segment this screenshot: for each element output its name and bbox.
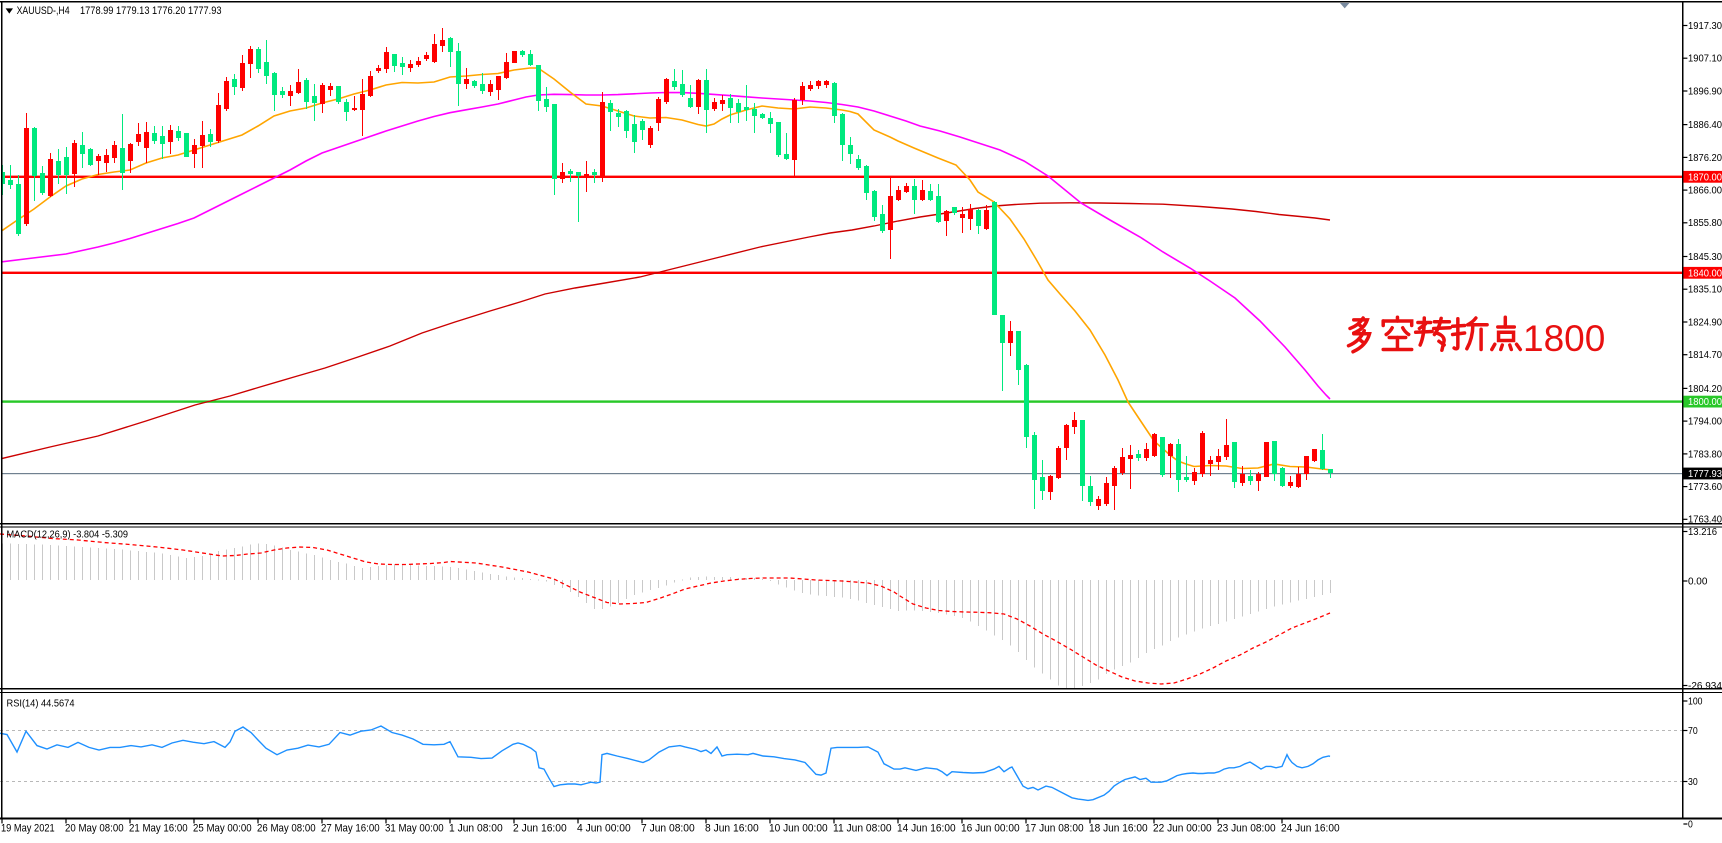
svg-text:1845.30: 1845.30 bbox=[1688, 252, 1722, 263]
svg-text:1794.00: 1794.00 bbox=[1688, 417, 1722, 428]
svg-text:1800: 1800 bbox=[1523, 318, 1605, 359]
svg-text:1800.00: 1800.00 bbox=[1688, 397, 1722, 408]
svg-text:11 Jun 08:00: 11 Jun 08:00 bbox=[833, 823, 892, 835]
svg-text:1824.90: 1824.90 bbox=[1688, 317, 1722, 328]
svg-text:8 Jun 16:00: 8 Jun 16:00 bbox=[705, 823, 759, 835]
svg-text:1804.20: 1804.20 bbox=[1688, 384, 1722, 395]
svg-text:27 May 16:00: 27 May 16:00 bbox=[321, 823, 380, 835]
svg-text:1896.90: 1896.90 bbox=[1688, 86, 1722, 97]
svg-text:13.216: 13.216 bbox=[1688, 527, 1718, 538]
svg-text:10 Jun 00:00: 10 Jun 00:00 bbox=[769, 823, 828, 835]
svg-text:1773.60: 1773.60 bbox=[1688, 482, 1722, 493]
svg-text:16 Jun 00:00: 16 Jun 00:00 bbox=[961, 823, 1020, 835]
svg-text:0.00: 0.00 bbox=[1688, 576, 1708, 587]
svg-text:70: 70 bbox=[1688, 726, 1698, 737]
svg-text:4 Jun 00:00: 4 Jun 00:00 bbox=[577, 823, 631, 835]
svg-text:1870.00: 1870.00 bbox=[1688, 172, 1722, 183]
svg-text:XAUUSD-,H4: XAUUSD-,H4 bbox=[17, 5, 70, 17]
svg-text:23 Jun 08:00: 23 Jun 08:00 bbox=[1217, 823, 1276, 835]
svg-text:1763.40: 1763.40 bbox=[1688, 515, 1722, 526]
svg-text:1855.80: 1855.80 bbox=[1688, 218, 1722, 229]
svg-text:-26.934: -26.934 bbox=[1688, 681, 1722, 692]
svg-text:17 Jun 08:00: 17 Jun 08:00 bbox=[1025, 823, 1084, 835]
svg-text:1907.10: 1907.10 bbox=[1688, 54, 1722, 65]
svg-text:14 Jun 16:00: 14 Jun 16:00 bbox=[897, 823, 956, 835]
svg-text:1 Jun 08:00: 1 Jun 08:00 bbox=[449, 823, 503, 835]
svg-text:1876.20: 1876.20 bbox=[1688, 153, 1722, 164]
svg-text:1917.30: 1917.30 bbox=[1688, 21, 1722, 32]
svg-text:100: 100 bbox=[1688, 696, 1703, 707]
svg-text:1783.80: 1783.80 bbox=[1688, 449, 1722, 460]
svg-text:21 May 16:00: 21 May 16:00 bbox=[129, 823, 188, 835]
svg-text:0: 0 bbox=[1688, 819, 1693, 830]
svg-text:1814.70: 1814.70 bbox=[1688, 350, 1722, 361]
svg-text:26 May 08:00: 26 May 08:00 bbox=[257, 823, 316, 835]
svg-text:24 Jun 16:00: 24 Jun 16:00 bbox=[1281, 823, 1340, 835]
svg-text:20 May 08:00: 20 May 08:00 bbox=[65, 823, 124, 835]
svg-text:30: 30 bbox=[1688, 777, 1698, 788]
svg-text:2 Jun 16:00: 2 Jun 16:00 bbox=[513, 823, 567, 835]
svg-text:7 Jun 08:00: 7 Jun 08:00 bbox=[641, 823, 695, 835]
svg-text:25 May 00:00: 25 May 00:00 bbox=[193, 823, 252, 835]
svg-text:1777.93: 1777.93 bbox=[1688, 469, 1722, 480]
svg-text:MACD(12,26,9) -3.804 -5.309: MACD(12,26,9) -3.804 -5.309 bbox=[7, 529, 129, 540]
svg-text:RSI(14) 44.5674: RSI(14) 44.5674 bbox=[7, 698, 75, 709]
svg-text:22 Jun 00:00: 22 Jun 00:00 bbox=[1153, 823, 1212, 835]
svg-text:18 Jun 16:00: 18 Jun 16:00 bbox=[1089, 823, 1148, 835]
svg-text:19 May 2021: 19 May 2021 bbox=[1, 823, 55, 835]
svg-text:1840.00: 1840.00 bbox=[1688, 268, 1722, 279]
svg-text:1886.40: 1886.40 bbox=[1688, 120, 1722, 131]
svg-text:1866.00: 1866.00 bbox=[1688, 186, 1722, 197]
svg-text:1835.10: 1835.10 bbox=[1688, 285, 1722, 296]
svg-text:1778.99 1779.13 1776.20 1777.9: 1778.99 1779.13 1776.20 1777.93 bbox=[80, 5, 222, 17]
svg-text:31 May 00:00: 31 May 00:00 bbox=[385, 823, 444, 835]
